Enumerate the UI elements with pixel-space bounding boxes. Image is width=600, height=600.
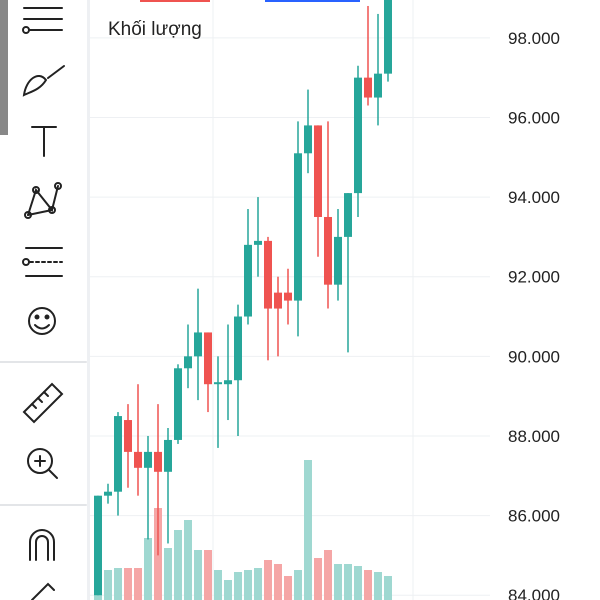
y-tick-label: 84.000	[508, 586, 560, 600]
candle-body	[104, 491, 112, 496]
volume-bar	[144, 538, 152, 600]
candle-body	[344, 193, 352, 237]
candle-body	[94, 495, 102, 596]
text-tool[interactable]	[31, 126, 57, 157]
volume-bar	[124, 568, 132, 600]
volume-bar	[284, 576, 292, 600]
candle-body	[194, 332, 202, 357]
y-tick-label: 94.000	[508, 188, 560, 207]
top-fragment	[265, 0, 360, 2]
toolbar	[0, 0, 90, 600]
candle-body	[334, 236, 342, 285]
volume-bar	[134, 568, 142, 600]
candle-body	[304, 125, 312, 154]
volume-bar	[254, 568, 262, 600]
volume-bar	[294, 570, 302, 600]
candle-body	[214, 382, 222, 385]
fib-tool[interactable]	[22, 247, 63, 277]
candle-body	[124, 420, 132, 452]
volume-bar	[364, 570, 372, 600]
candle-body	[374, 73, 382, 98]
candle-body	[254, 240, 262, 245]
candle-body	[314, 125, 322, 217]
price-axis	[490, 0, 600, 600]
y-tick-label: 96.000	[508, 108, 560, 127]
candle-body	[324, 216, 332, 285]
volume-bar	[204, 550, 212, 600]
candle-body	[174, 368, 182, 440]
volume-bar	[354, 566, 362, 600]
toolbar-divider	[87, 0, 90, 600]
pencil-tool[interactable]	[31, 582, 55, 600]
candle-body	[364, 77, 372, 98]
volume-bar	[224, 580, 232, 600]
y-tick-label: 90.000	[508, 347, 560, 366]
y-tick-label: 92.000	[508, 268, 560, 287]
candle-body	[154, 451, 162, 472]
candle-body	[134, 451, 142, 468]
volume-bar	[384, 576, 392, 600]
candle-body	[244, 244, 252, 317]
volume-bar	[214, 570, 222, 600]
zoom-tool[interactable]	[27, 448, 58, 479]
volume-bar	[174, 530, 182, 600]
volume-bar	[194, 550, 202, 600]
candle-body	[114, 416, 122, 492]
candle-body	[224, 380, 232, 385]
y-tick-label: 86.000	[508, 507, 560, 526]
volume-bar	[104, 570, 112, 600]
brush-tool[interactable]	[22, 65, 65, 97]
pattern-tool[interactable]	[24, 182, 62, 219]
volume-bar	[164, 548, 172, 600]
volume-bar	[374, 572, 382, 600]
candle-body	[354, 77, 362, 194]
candle-body	[284, 292, 292, 301]
candle-body	[144, 451, 152, 468]
candle-body	[204, 332, 212, 385]
volume-bar	[274, 564, 282, 600]
volume-bar	[334, 564, 342, 600]
volume-bar	[184, 520, 192, 600]
y-tick-label: 88.000	[508, 427, 560, 446]
candle-body	[384, 0, 392, 74]
y-tick-label: 98.000	[508, 29, 560, 48]
candle-body	[274, 292, 282, 309]
volume-bar	[234, 572, 242, 600]
volume-bar	[264, 560, 272, 600]
plot: 84.000 86.000 88.000 90.000 92.000 94.000 96.0…	[90, 0, 600, 600]
lines-tool[interactable]	[22, 7, 63, 34]
candle-body	[184, 356, 192, 369]
volume-label: Khối lượng	[108, 19, 202, 40]
candle-body	[264, 240, 272, 309]
volume-bar	[314, 558, 322, 600]
volume-bar	[114, 568, 122, 600]
volume-bar	[304, 460, 312, 600]
candle-body	[234, 316, 242, 381]
candle-body	[164, 439, 172, 472]
top-fragment	[140, 0, 210, 2]
scroll-indicator	[0, 0, 8, 135]
ruler-tool[interactable]	[22, 382, 64, 424]
candle-body	[294, 153, 302, 301]
volume-bar	[344, 564, 352, 600]
volume-bar	[244, 570, 252, 600]
volume-bar	[324, 550, 332, 600]
emoji-tool[interactable]	[28, 307, 56, 335]
magnet-tool[interactable]	[29, 529, 55, 561]
